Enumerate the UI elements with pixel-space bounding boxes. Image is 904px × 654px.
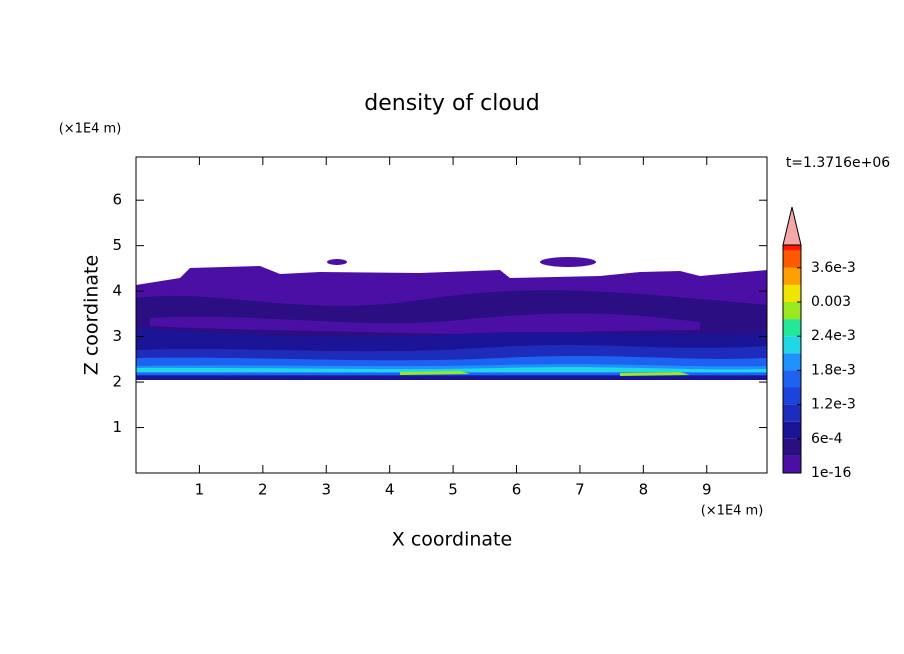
contour-band	[327, 259, 347, 265]
y-tick-label: 5	[112, 236, 122, 254]
colorbar-band	[783, 370, 801, 388]
x-tick-label: 1	[195, 481, 205, 499]
y-tick-label: 4	[112, 282, 122, 300]
colorbar-band	[783, 302, 801, 320]
contour-band	[150, 313, 700, 334]
y-tick-label: 6	[112, 191, 122, 209]
chart-title: density of cloud	[364, 91, 539, 116]
x-axis-label: X coordinate	[392, 529, 512, 551]
x-tick-label: 4	[385, 481, 395, 499]
colorbar-band	[783, 284, 801, 302]
colorbar-band	[783, 267, 801, 285]
colorbar-frame	[782, 244, 802, 474]
colorbar-tick-label: 2.4e-3	[811, 328, 856, 344]
y-tick-label: 2	[112, 373, 122, 391]
contour-band	[400, 371, 690, 376]
y-tick-label: 1	[112, 418, 122, 436]
y-unit: (×1E4 m)	[59, 122, 122, 137]
colorbar-tick-label: 1.2e-3	[811, 397, 856, 413]
colorbar-band	[783, 353, 801, 371]
colorbar-extend	[782, 206, 802, 246]
contour-field	[136, 257, 767, 380]
x-tick-label: 7	[575, 481, 585, 499]
colorbar-band	[783, 438, 801, 456]
colorbar-band	[783, 404, 801, 422]
x-unit: (×1E4 m)	[701, 504, 764, 519]
colorbar-band	[783, 421, 801, 439]
x-tick-label: 8	[639, 481, 649, 499]
colorbar-band	[783, 387, 801, 405]
x-tick-label: 9	[702, 481, 712, 499]
contour-band	[540, 257, 596, 267]
colorbar-band	[783, 319, 801, 337]
colorbar-tick-label: 1.8e-3	[811, 362, 856, 378]
colorbar-band	[783, 455, 801, 473]
x-tick-label: 6	[512, 481, 522, 499]
contour-band	[136, 376, 767, 380]
colorbar-tick-label: 0.003	[811, 294, 851, 310]
x-tick-label: 3	[321, 481, 331, 499]
colorbar-tick-label: 6e-4	[811, 431, 843, 447]
colorbar-band	[783, 250, 801, 268]
x-tick-label: 5	[448, 481, 458, 499]
contour-band	[136, 367, 767, 372]
colorbar-tick-label: 3.6e-3	[811, 260, 856, 276]
x-tick-label: 2	[258, 481, 268, 499]
colorbar-band	[783, 336, 801, 354]
annotation: t=1.3716e+06	[786, 155, 890, 171]
y-axis-label: Z coordinate	[81, 255, 103, 375]
colorbar-band	[783, 245, 801, 251]
y-tick-label: 3	[112, 327, 122, 345]
colorbar-tick-label: 1e-16	[811, 465, 851, 481]
plot-frame	[135, 156, 768, 474]
